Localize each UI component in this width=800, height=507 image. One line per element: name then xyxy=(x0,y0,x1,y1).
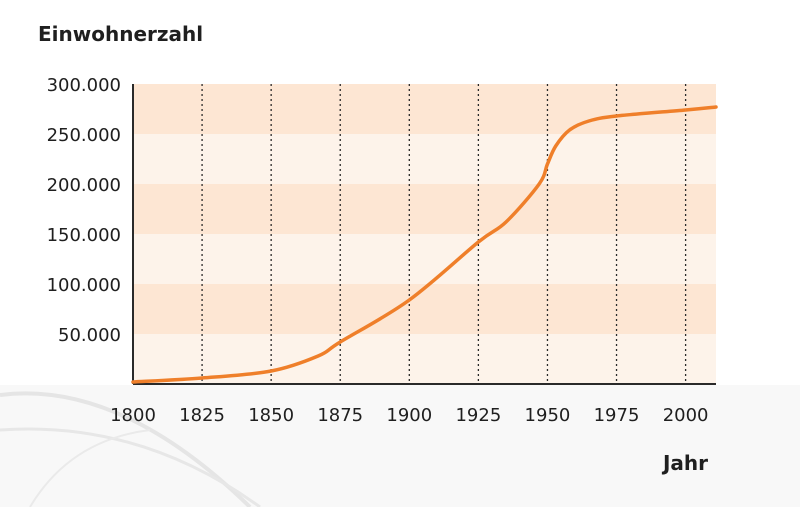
y-tick-label: 300.000 xyxy=(47,75,121,96)
x-tick-label: 1975 xyxy=(594,405,640,426)
x-axis-title: Jahr xyxy=(662,451,708,475)
y-tick-label: 200.000 xyxy=(47,175,121,196)
y-ticks: 50.000 100.000 150.000 200.000 250.000 300.00… xyxy=(47,75,121,346)
y-tick-label: 50.000 xyxy=(58,325,121,346)
plot-band xyxy=(133,134,716,184)
vertical-grid xyxy=(201,84,687,384)
plot-band xyxy=(133,84,716,134)
x-ticks: 1800 1825 1850 1875 1900 1925 1950 1975 2000 xyxy=(110,405,708,426)
x-tick-label: 1800 xyxy=(110,405,156,426)
y-tick-label: 150.000 xyxy=(47,225,121,246)
x-tick-label: 2000 xyxy=(663,405,709,426)
plot-band xyxy=(133,284,716,334)
plot-band xyxy=(133,184,716,234)
plot-band xyxy=(133,234,716,284)
plot-bands xyxy=(133,84,716,384)
x-tick-label: 1950 xyxy=(525,405,571,426)
y-tick-label: 100.000 xyxy=(47,275,121,296)
x-tick-label: 1850 xyxy=(248,405,294,426)
x-tick-label: 1825 xyxy=(179,405,225,426)
axes xyxy=(132,84,716,385)
series-layer xyxy=(131,105,718,384)
x-tick-label: 1900 xyxy=(386,405,432,426)
x-tick-label: 1875 xyxy=(317,405,363,426)
y-axis-title: Einwohnerzahl xyxy=(38,22,204,46)
x-tick-label: 1925 xyxy=(455,405,501,426)
y-tick-label: 250.000 xyxy=(47,125,121,146)
population-line xyxy=(131,105,718,384)
